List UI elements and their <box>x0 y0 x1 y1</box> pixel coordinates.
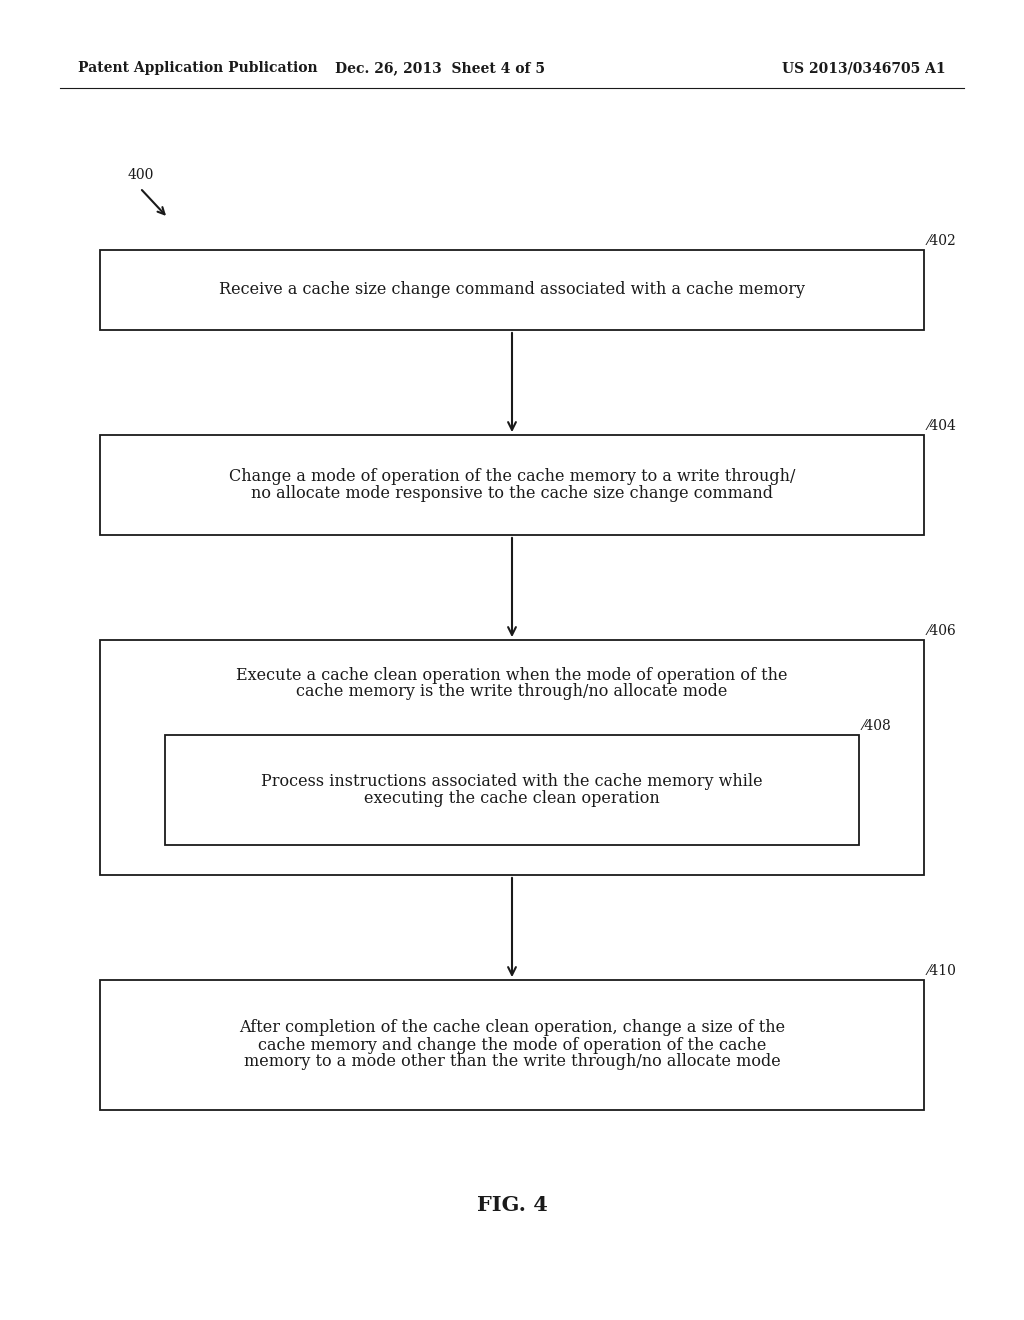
Bar <box>100 979 924 1110</box>
Text: executing the cache clean operation: executing the cache clean operation <box>365 789 659 807</box>
Text: cache memory is the write through/no allocate mode: cache memory is the write through/no all… <box>296 684 728 701</box>
Text: Patent Application Publication: Patent Application Publication <box>78 61 317 75</box>
Text: Dec. 26, 2013  Sheet 4 of 5: Dec. 26, 2013 Sheet 4 of 5 <box>335 61 545 75</box>
Bar <box>100 249 924 330</box>
Bar <box>100 640 924 875</box>
Text: ⁄408: ⁄408 <box>863 719 892 733</box>
Text: Execute a cache clean operation when the mode of operation of the: Execute a cache clean operation when the… <box>237 667 787 684</box>
Bar <box>165 735 859 845</box>
Text: Receive a cache size change command associated with a cache memory: Receive a cache size change command asso… <box>219 281 805 298</box>
Text: ⁄410: ⁄410 <box>928 964 956 978</box>
Text: After completion of the cache clean operation, change a size of the: After completion of the cache clean oper… <box>239 1019 785 1036</box>
Bar <box>100 436 924 535</box>
Text: Process instructions associated with the cache memory while: Process instructions associated with the… <box>261 774 763 789</box>
Text: Change a mode of operation of the cache memory to a write through/: Change a mode of operation of the cache … <box>228 469 796 484</box>
Text: cache memory and change the mode of operation of the cache: cache memory and change the mode of oper… <box>258 1036 766 1053</box>
Text: 400: 400 <box>128 168 155 182</box>
Text: memory to a mode other than the write through/no allocate mode: memory to a mode other than the write th… <box>244 1053 780 1071</box>
Text: no allocate mode responsive to the cache size change command: no allocate mode responsive to the cache… <box>251 484 773 502</box>
Text: ⁄404: ⁄404 <box>928 418 956 433</box>
Text: ⁄402: ⁄402 <box>928 234 956 248</box>
Text: ⁄406: ⁄406 <box>928 624 956 638</box>
Text: FIG. 4: FIG. 4 <box>476 1195 548 1214</box>
Text: US 2013/0346705 A1: US 2013/0346705 A1 <box>782 61 946 75</box>
